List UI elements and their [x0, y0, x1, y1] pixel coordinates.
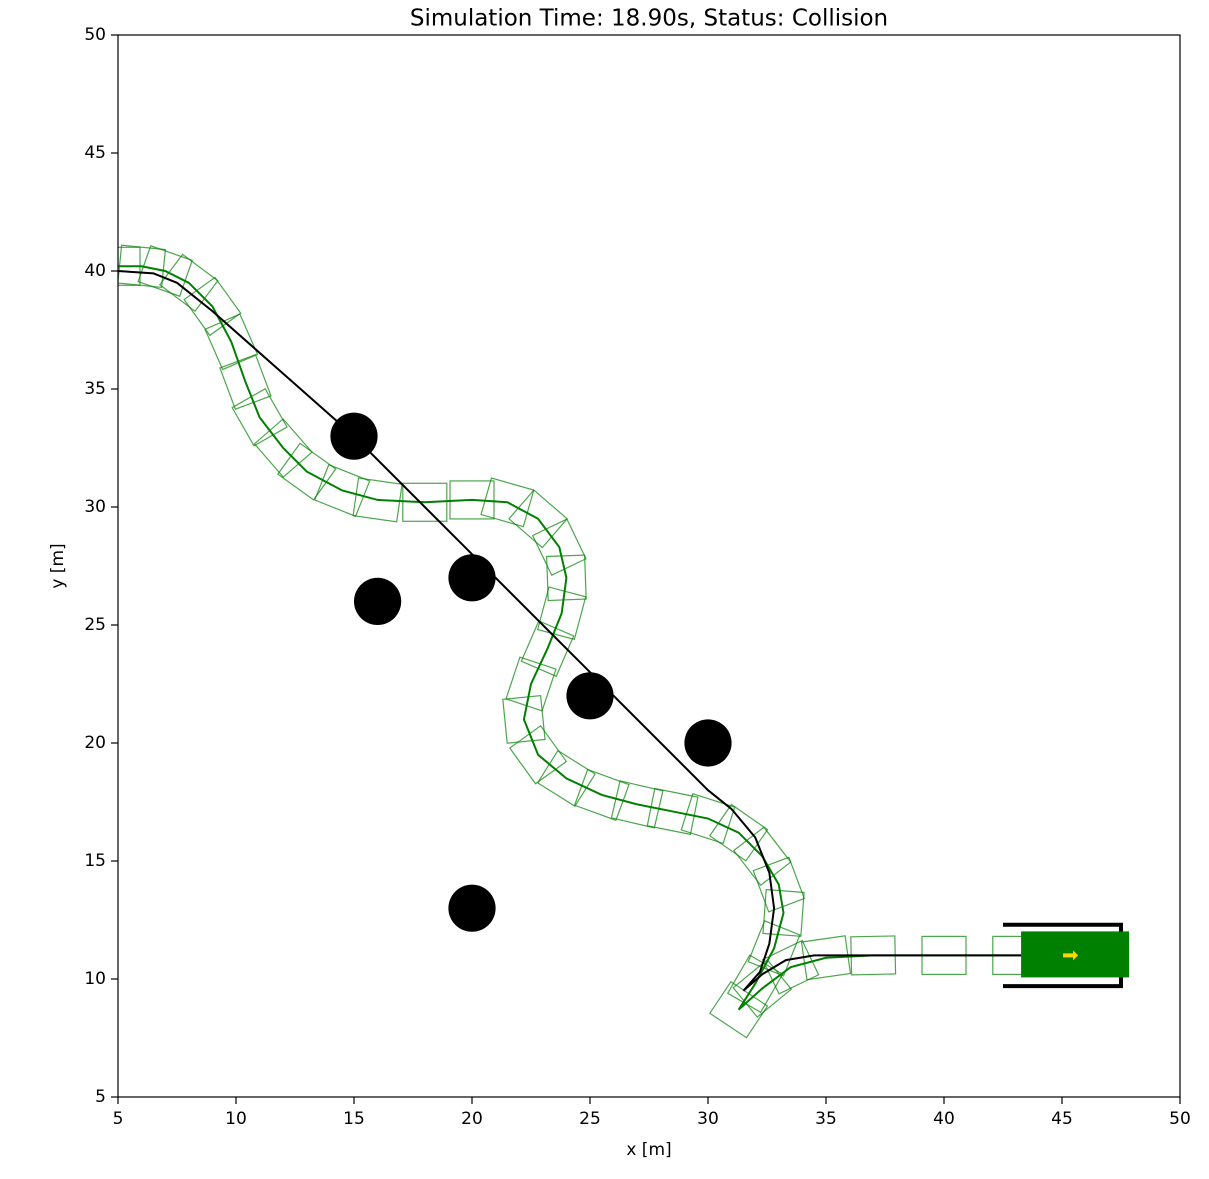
y-tick-label: 20: [84, 733, 106, 753]
x-axis-label: x [m]: [626, 1140, 671, 1160]
x-tick-label: 45: [1051, 1109, 1073, 1129]
trajectory-line: [118, 265, 1070, 1011]
vehicle-footprint: [536, 586, 587, 641]
vehicle-footprint: [231, 387, 288, 447]
y-tick-label: 40: [84, 261, 106, 281]
y-tick-label: 45: [84, 143, 106, 163]
x-tick-label: 15: [343, 1109, 365, 1129]
vehicle-footprint: [277, 442, 337, 501]
vehicle-footprint: [573, 768, 630, 822]
obstacle: [566, 672, 614, 720]
vehicle-footprint: [253, 418, 313, 478]
reference-path: [118, 270, 1110, 992]
chart-title: Simulation Time: 18.90s, Status: Collisi…: [410, 6, 888, 32]
vehicle-footprint: [680, 792, 736, 845]
x-tick-label: 5: [113, 1109, 124, 1129]
obstacle: [448, 884, 496, 932]
vehicle-footprint: [505, 656, 557, 712]
obstacle: [684, 719, 732, 767]
x-tick-label: 35: [815, 1109, 837, 1129]
vehicle-footprint: [531, 518, 587, 576]
obstacle: [448, 554, 496, 602]
x-tick-label: 40: [933, 1109, 955, 1129]
vehicle-footprint: [183, 276, 242, 337]
x-tick-label: 25: [579, 1109, 601, 1129]
vehicle-footprint: [402, 482, 448, 522]
vehicle-footprint: [158, 253, 219, 313]
obstacle: [330, 412, 378, 460]
vehicle-footprint: [449, 480, 495, 520]
vehicle-footprint: [747, 920, 801, 977]
x-tick-label: 30: [697, 1109, 719, 1129]
y-tick-label: 30: [84, 497, 106, 517]
vehicle-footprint: [502, 694, 546, 744]
vehicle-footprint: [313, 463, 371, 518]
vehicle-footprint: [732, 826, 792, 887]
vehicle-heading: [1063, 950, 1079, 961]
vehicle-footprint: [352, 477, 403, 523]
vehicle-footprint: [761, 939, 820, 995]
vehicle-footprint: [546, 554, 587, 602]
y-tick-label: 35: [84, 379, 106, 399]
vehicle-footprint: [762, 888, 805, 937]
vehicle-footprint: [752, 856, 806, 913]
y-tick-label: 50: [84, 25, 106, 45]
y-tick-label: 25: [84, 615, 106, 635]
vehicle-footprint: [137, 245, 194, 297]
vehicle-footprint: [118, 244, 167, 289]
vehicle-footprint: [204, 313, 259, 371]
plot-frame: [117, 34, 1181, 1098]
y-tick-label: 15: [84, 851, 106, 871]
obstacle: [354, 577, 402, 626]
vehicle-footprint: [480, 477, 535, 528]
x-tick-label: 20: [461, 1109, 483, 1129]
vehicle-footprint: [708, 803, 769, 862]
x-tick-label: 50: [1169, 1109, 1191, 1129]
vehicle-footprint: [508, 489, 568, 549]
vehicle-footprint: [508, 725, 568, 785]
x-tick-label: 10: [225, 1109, 247, 1129]
y-axis-label: y [m]: [48, 543, 68, 588]
plot-area: [118, 244, 1130, 1039]
vehicle-footprint: [536, 749, 596, 808]
y-tick-label: 10: [84, 969, 106, 989]
y-tick-label: 5: [95, 1087, 106, 1107]
